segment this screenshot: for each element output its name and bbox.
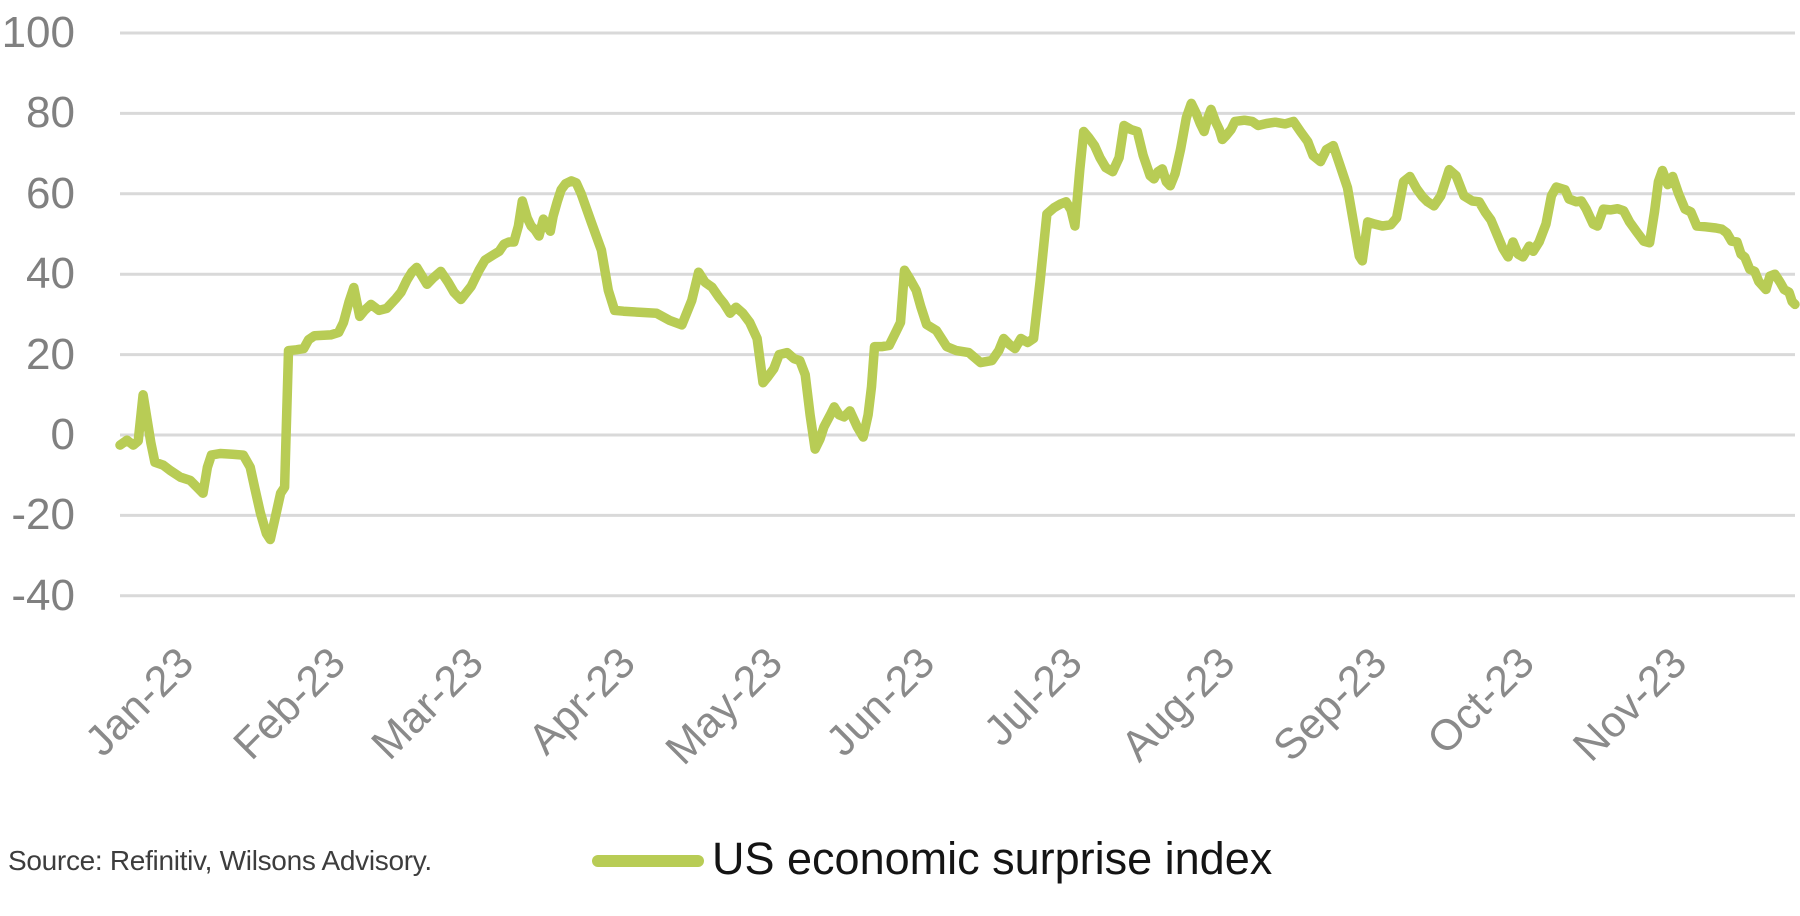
y-tick-label: 80 — [26, 88, 75, 138]
legend-series-label: US economic surprise index — [712, 833, 1273, 884]
gridlines — [120, 31, 1795, 598]
y-tick-label: -20 — [11, 490, 75, 540]
y-tick-label: 40 — [26, 249, 75, 299]
y-tick-label: 0 — [50, 410, 75, 459]
y-tick-label: -40 — [11, 570, 75, 620]
source-note: Source: Refinitiv, Wilsons Advisory. — [8, 845, 432, 876]
y-tick-label: 60 — [26, 168, 75, 218]
y-tick-label: 20 — [26, 329, 75, 379]
series-line-us-economic-surprise-index — [115, 98, 1800, 545]
legend-line-swatch-icon — [592, 855, 704, 867]
y-tick-label: 100 — [1, 8, 75, 57]
